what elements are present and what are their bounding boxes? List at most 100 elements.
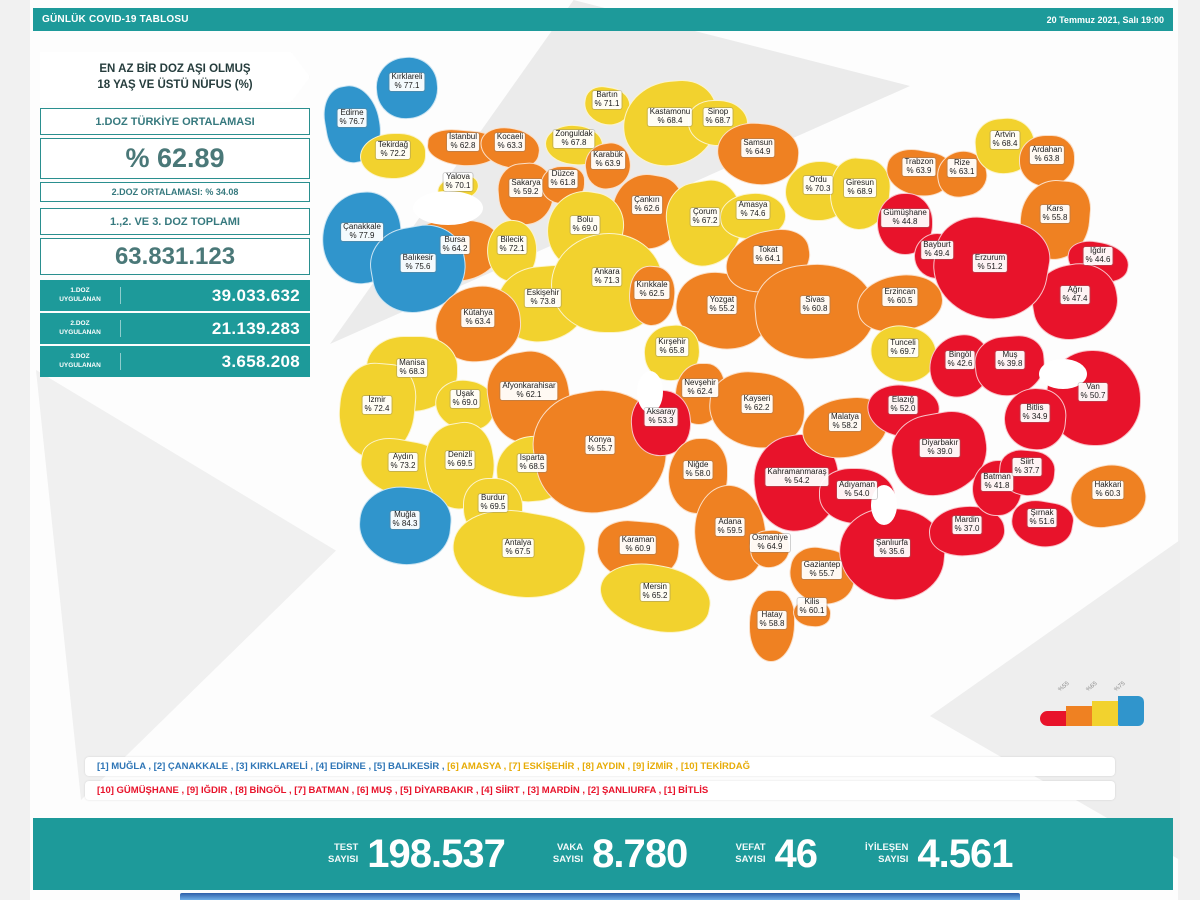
dose2-row: 2.DOZ UYGULANAN 21.139.283 (40, 313, 310, 344)
province-label: Kütahya% 63.4 (461, 308, 495, 327)
province-label: Kayseri% 62.2 (741, 394, 773, 413)
ranking-entry: [2] ŞANLIURFA , (587, 785, 664, 796)
header-date: 20 Temmuz 2021, Salı 19:00 (1046, 14, 1164, 25)
province-label: Uşak% 69.0 (450, 389, 480, 408)
province-label: Bolu% 69.0 (570, 215, 600, 234)
dose2-row-label2: UYGULANAN (59, 328, 101, 336)
color-legend: %55 %65 %75 (1040, 681, 1144, 726)
test-count-value: 198.537 (367, 831, 506, 876)
province-label: Kırklareli% 77.1 (389, 72, 425, 91)
recovered-count-stat: İYİLEŞEN SAYISI 4.561 (865, 832, 1013, 877)
ranking-entry: [5] BALIKESİR , (373, 761, 448, 772)
dose1-average-label: 1.DOZ TÜRKİYE ORTALAMASI (40, 108, 310, 135)
province-label: Yozgat% 55.2 (707, 295, 737, 314)
province-label: Afyonkarahisar% 62.1 (500, 381, 558, 400)
death-label2: SAYISI (735, 854, 766, 865)
test-label1: TEST (334, 842, 359, 854)
case-label2: SAYISI (552, 854, 584, 865)
province-label: Van% 50.7 (1078, 382, 1108, 401)
ranking-entry: [4] SİİRT , (481, 785, 528, 796)
vaccination-panel: EN AZ BİR DOZ AŞI OLMUŞ 18 YAŞ VE ÜSTÜ N… (40, 52, 310, 379)
dose3-row-value: 3.658.208 (221, 351, 300, 371)
province-label: Sivas% 60.8 (800, 295, 830, 314)
province-label: Elazığ% 52.0 (888, 395, 918, 414)
province-label: Malatya% 58.2 (828, 412, 862, 431)
province-label: İzmir% 72.4 (362, 395, 392, 414)
ranking-entry: [2] ÇANAKKALE , (153, 761, 236, 772)
province-label: Aksaray% 53.3 (644, 407, 678, 426)
ranking-entry: [4] EDİRNE , (315, 761, 374, 772)
ranking-entry: [6] MUŞ , (356, 785, 401, 796)
province-label: Adana% 59.5 (715, 517, 745, 536)
ranking-entry: [9] IĞDIR , (186, 785, 236, 796)
province-label: Tunceli% 69.7 (888, 338, 918, 357)
turkey-map: Edirne% 76.7 Kırklareli% 77.1 Tekirdağ% 72… (318, 54, 1151, 662)
province-label: Trabzon% 63.9 (902, 157, 936, 176)
province-label: Şırnak% 51.6 (1027, 508, 1057, 527)
right-margin-strip (1178, 0, 1200, 900)
ranking-entry: [5] DİYARBAKIR , (400, 785, 482, 796)
province-label: Muş% 39.8 (995, 350, 1025, 369)
ranking-entry: [6] AMASYA , (447, 761, 509, 772)
province-label: Çankırı% 62.6 (632, 195, 662, 214)
province-label: Artvin% 68.4 (990, 130, 1020, 149)
province-label: Hatay% 58.8 (757, 610, 787, 629)
province-label: Kırşehir% 65.8 (656, 337, 688, 356)
province-label: Bayburt% 49.4 (921, 240, 953, 259)
province-label: Tokat% 64.1 (753, 245, 783, 264)
province-label: Kırıkkale% 62.5 (634, 280, 670, 299)
ranking-entry: [1] BİTLİS (663, 785, 709, 796)
province-label: İstanbul% 62.8 (446, 132, 480, 151)
province-label: Eskişehir% 73.8 (524, 288, 562, 307)
province-label: Edirne% 76.7 (337, 108, 367, 127)
province-label: Gaziantep% 55.7 (801, 560, 843, 579)
province-label: Burdur% 69.5 (478, 493, 508, 512)
province-label: Yalova% 70.1 (443, 172, 473, 191)
legend-segment-orange (1066, 706, 1092, 726)
case-count-value: 8.780 (592, 831, 688, 876)
province-label: Bartın% 71.1 (592, 90, 622, 109)
top-provinces-row: [1] MUĞLA , [2] ÇANAKKALE , [3] KIRKLARE… (85, 757, 1115, 776)
legend-segment-red (1040, 711, 1066, 726)
dose2-average-line: 2.DOZ ORTALAMASI: % 34.08 (40, 182, 310, 202)
ranking-entry: [8] BİNGÖL , (235, 785, 295, 796)
province-label: Karabük% 63.9 (591, 150, 625, 169)
province-label: Nevşehir% 62.4 (682, 378, 718, 397)
province-label: Karaman% 60.9 (619, 535, 657, 554)
province-label: Giresun% 68.9 (843, 178, 877, 197)
legend-segment-blue (1118, 696, 1144, 726)
ribbon-line2: 18 YAŞ VE ÜSTÜ NÜFUS (%) (97, 79, 253, 91)
dose2-row-label1: 2.DOZ (70, 320, 90, 328)
water-body (637, 371, 663, 413)
ranking-entry: [3] MARDİN , (527, 785, 588, 796)
ranking-entry: [10] GÜMÜŞHANE , (97, 785, 187, 796)
province-label: Kahramanmaraş% 54.2 (765, 467, 829, 486)
dose3-row-label1: 3.DOZ (70, 353, 90, 361)
province-label: Isparta% 68.5 (517, 453, 547, 472)
dose-table: 1.DOZ UYGULANAN 39.033.632 2.DOZ UYGULANAN… (40, 280, 310, 377)
dose1-row: 1.DOZ UYGULANAN 39.033.632 (40, 280, 310, 311)
partial-next-section (180, 893, 1020, 900)
water-body (413, 191, 483, 225)
legend-segment-yellow (1092, 701, 1118, 726)
ranking-entry: [10] TEKİRDAĞ (680, 761, 750, 772)
province-label: Manisa% 68.3 (397, 358, 427, 377)
total-doses-label: 1.,2. VE 3. DOZ TOPLAMI (40, 208, 310, 235)
province-label: Adıyaman% 54.0 (836, 480, 878, 499)
dose3-row-label2: UYGULANAN (59, 361, 101, 369)
province-label: Zonguldak% 67.8 (553, 129, 595, 148)
province-label: Amasya% 74.6 (736, 200, 770, 219)
province-label: Düzce% 61.8 (548, 169, 578, 188)
bottom-provinces-row: [10] GÜMÜŞHANE , [9] IĞDIR , [8] BİNGÖL … (85, 781, 1115, 800)
province-label: Ankara% 71.3 (592, 267, 622, 286)
province-label: Ardahan% 63.8 (1029, 145, 1065, 164)
dose1-row-value: 39.033.632 (211, 285, 300, 305)
province-label: Şanlıurfa% 35.6 (873, 538, 911, 557)
dose1-row-label1: 1.DOZ (70, 287, 90, 295)
province-label: Sakarya% 59.2 (509, 178, 543, 197)
province-label: Bitlis% 34.9 (1020, 403, 1050, 422)
recovered-label1: İYİLEŞEN (865, 842, 909, 854)
left-margin-strip (0, 0, 30, 900)
dose1-row-label2: UYGULANAN (59, 295, 101, 303)
province-label: Ordu% 70.3 (803, 175, 833, 194)
